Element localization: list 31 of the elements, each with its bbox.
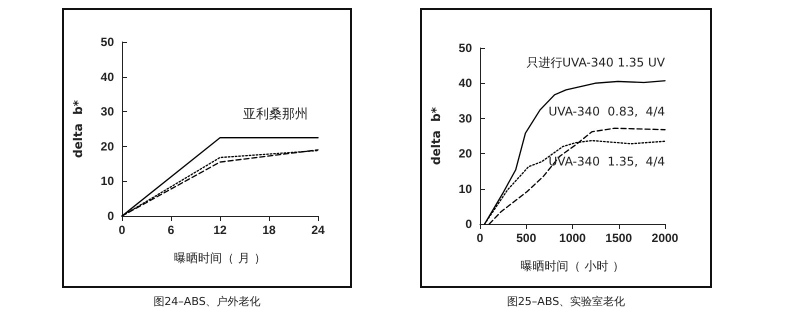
series-label: UVA-340 0.83, 4/4 <box>548 104 665 119</box>
x-tick-label: 0 <box>476 231 484 245</box>
x-tick-label: 0 <box>118 223 126 237</box>
x-tick-label: 1500 <box>605 231 632 245</box>
y-tick-label: 40 <box>100 70 114 84</box>
x-tick-label: 1000 <box>559 231 586 245</box>
x-tick-label: 2000 <box>652 231 679 245</box>
caption: 图25–ABS、实验室老化 <box>506 294 626 309</box>
x-tick-label: 500 <box>516 231 537 245</box>
y-tick-label: 0 <box>107 209 114 223</box>
x-tick-label: 12 <box>213 223 227 237</box>
y-tick-label: 10 <box>458 182 472 196</box>
y-tick-label: 30 <box>458 111 472 126</box>
y-axis-title: delta b* <box>71 99 85 158</box>
y-tick-label: 20 <box>100 139 114 154</box>
y-tick-label: 50 <box>100 35 114 49</box>
caption: 图24–ABS、户外老化 <box>152 294 262 309</box>
series-label: 只进行UVA-340 1.35 UV <box>526 56 666 70</box>
series-label: UVA-340 1.35, 4/4 <box>548 154 665 168</box>
x-axis-title: 曝晒时间（ 小时 ） <box>520 259 624 273</box>
y-tick-label: 20 <box>458 146 472 161</box>
x-tick-label: 6 <box>168 223 175 237</box>
y-tick-label: 50 <box>458 41 472 55</box>
y-tick-label: 30 <box>100 104 114 119</box>
x-tick-label: 24 <box>311 223 325 237</box>
x-axis-title: 曝晒时间（ 月 ） <box>174 251 266 265</box>
annotation: 亚利桑那州 <box>243 107 308 122</box>
y-axis-title: delta b* <box>429 106 443 165</box>
y-tick-label: 40 <box>458 76 472 90</box>
x-tick-label: 18 <box>262 223 276 237</box>
y-tick-label: 10 <box>100 174 114 188</box>
